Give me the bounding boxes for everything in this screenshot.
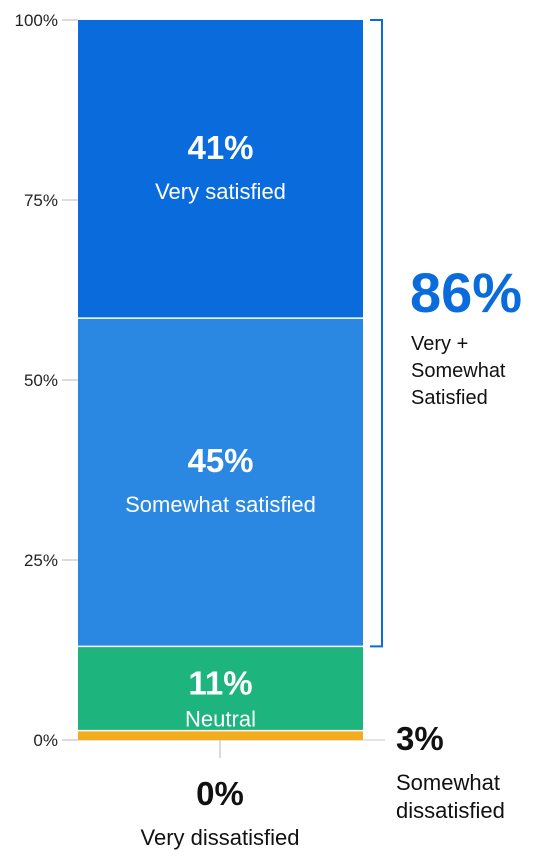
label-pct-neutral: 11%	[188, 665, 252, 702]
stacked-bar	[78, 20, 363, 740]
label-name-somewhat-satisfied: Somewhat satisfied	[125, 492, 316, 517]
bracket-line	[370, 19, 383, 648]
bracket-label-line-3: Satisfied	[411, 387, 488, 409]
bracket-label-line-1: Very +	[411, 333, 468, 355]
y-tick-label: 50%	[24, 371, 58, 390]
bar-segment-somewhat-dissatisfied	[78, 730, 363, 740]
bracket-label-line-2: Somewhat	[411, 360, 506, 382]
label-pct-very-dissatisfied: 0%	[196, 775, 244, 812]
bar-segment-very-satisfied	[78, 20, 363, 319]
label-pct-somewhat-satisfied: 45%	[187, 442, 253, 479]
bar-segment-neutral	[78, 646, 363, 731]
label-name-very-satisfied: Very satisfied	[155, 179, 286, 204]
label-name-somewhat-dissatisfied-line-1: Somewhat	[396, 770, 500, 795]
y-tick-label: 100%	[15, 11, 58, 30]
y-tick-label: 25%	[24, 551, 58, 570]
label-pct-very-satisfied: 41%	[187, 129, 253, 166]
label-name-somewhat-dissatisfied-line-2: dissatisfied	[396, 798, 505, 823]
bracket-pct: 86%	[410, 261, 522, 324]
y-tick-label: 75%	[24, 191, 58, 210]
y-tick-label: 0%	[33, 731, 58, 750]
label-name-very-dissatisfied: Very dissatisfied	[141, 825, 300, 850]
segment-labels: 0% Very dissatisfied 3% Somewhat dissatisfie…	[125, 129, 505, 850]
bar-segment-somewhat-satisfied	[78, 318, 363, 647]
label-pct-somewhat-dissatisfied: 3%	[396, 720, 444, 757]
label-name-neutral: Neutral	[185, 707, 256, 732]
satisfied-bracket: 86% Very + Somewhat Satisfied	[370, 19, 522, 648]
